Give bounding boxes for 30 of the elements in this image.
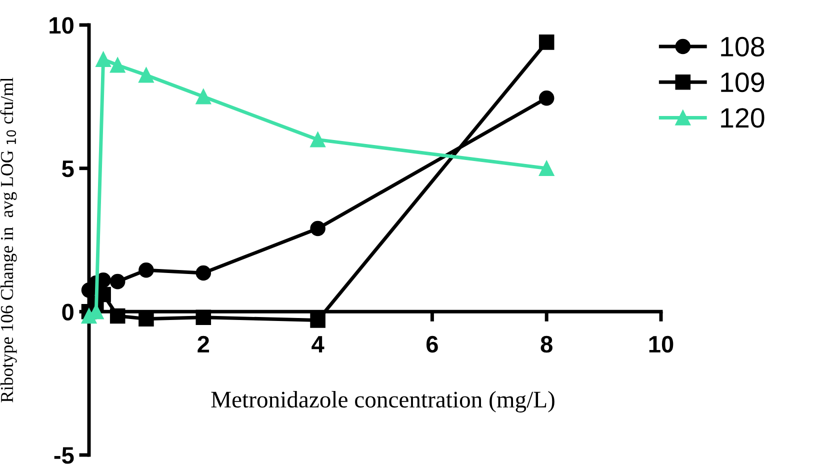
x-tick-label: 4: [312, 336, 324, 352]
point: [196, 89, 212, 104]
legend-label: 108: [721, 36, 764, 57]
point: [110, 274, 126, 290]
y-tick-label: 10: [50, 17, 74, 34]
y-tick-label: 5: [62, 160, 74, 178]
point: [196, 310, 212, 326]
x-tick-label: 10: [649, 336, 674, 353]
point: [310, 132, 326, 148]
x-tick-label: 6: [426, 336, 438, 353]
point: [310, 220, 326, 236]
point: [538, 90, 554, 106]
point: [138, 262, 154, 278]
legend-label: 109: [721, 72, 764, 92]
point: [110, 57, 126, 73]
x-tick-label: 8: [540, 336, 552, 353]
point: [138, 311, 154, 326]
point: [138, 68, 154, 83]
point: [538, 160, 554, 176]
y-tick-label: 0: [62, 304, 74, 320]
x-tick-label: 2: [198, 336, 210, 352]
point: [110, 308, 126, 324]
point: [96, 52, 111, 68]
y-tick-label: -5: [54, 447, 74, 464]
point: [196, 265, 212, 281]
point: [310, 312, 326, 328]
point: [538, 34, 554, 50]
x-axis-title: Metronidazole concentration (mg/L): [211, 391, 554, 412]
legend-label: 120: [721, 108, 764, 128]
y-axis-title: Ribotype 106 Change in avg LOG $_{10}$ cfu/ml: [0, 78, 17, 402]
